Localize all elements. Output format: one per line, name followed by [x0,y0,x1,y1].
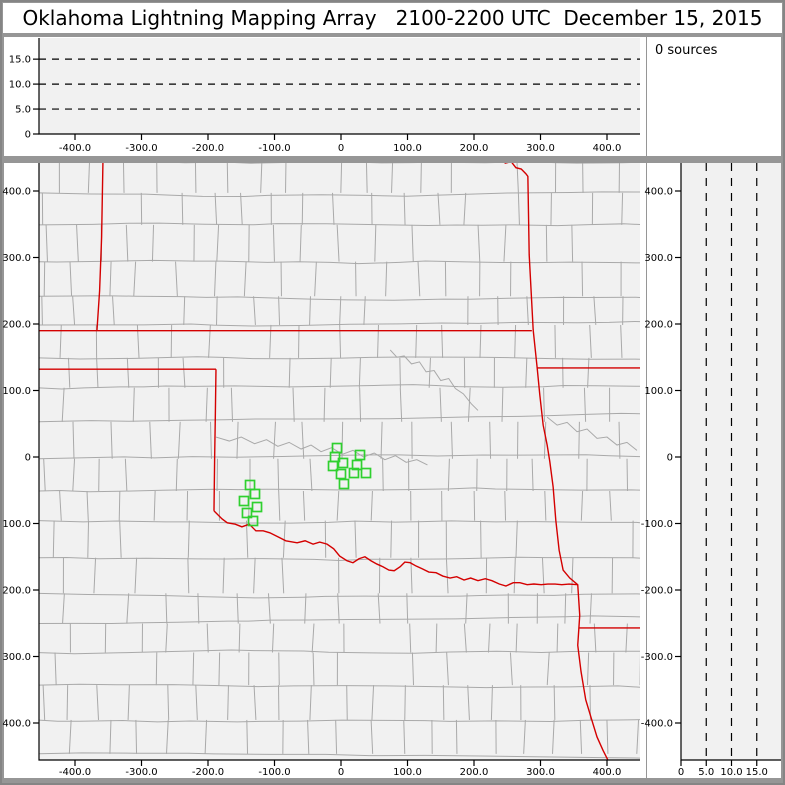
title-bar: Oklahoma Lightning Mapping Array 2100-22… [3,3,782,33]
svg-text:15.0: 15.0 [746,767,768,778]
svg-text:-300.0: -300.0 [0,652,31,663]
lma-station-marker [241,507,253,519]
svg-text:-200.0: -200.0 [192,143,224,154]
svg-text:200.0: 200.0 [460,767,489,778]
altitude-ew-plot[interactable]: 0 5.0 10.0 15.0 -400.0 -300.0 -200.0 -100.0 0 100… [4,37,646,156]
lma-station-marker [338,478,350,490]
svg-text:300.0: 300.0 [526,767,555,778]
altitude-ns-panel: 400.0 300.0 200.0 100.0 0 -100.0 -200.0 -300.0 -… [641,163,781,778]
county-lines-layer [39,163,640,759]
svg-text:200.0: 200.0 [460,143,489,154]
svg-text:-100.0: -100.0 [0,519,31,530]
svg-text:-400.0: -400.0 [59,767,91,778]
svg-text:-100.0: -100.0 [258,767,290,778]
svg-text:-300.0: -300.0 [125,143,157,154]
svg-text:0: 0 [678,767,684,778]
svg-text:15.0: 15.0 [9,55,31,66]
svg-text:-200.0: -200.0 [192,767,224,778]
svg-text:0: 0 [667,453,673,464]
svg-text:0: 0 [338,143,344,154]
sources-count-label: 0 sources [655,43,718,58]
svg-text:-200.0: -200.0 [641,586,673,597]
svg-text:300.0: 300.0 [526,143,555,154]
sources-count-panel: 0 sources [647,37,781,156]
svg-text:-100.0: -100.0 [641,519,673,530]
svg-text:200.0: 200.0 [644,320,673,331]
lma-station-marker [351,459,363,471]
plan-view-map-panel: 400.0 300.0 200.0 100.0 0 -100.0 -200.0 -300.0 -… [0,163,646,778]
svg-text:5.0: 5.0 [15,105,31,116]
svg-text:400.0: 400.0 [593,767,622,778]
river-line [215,436,428,466]
svg-text:-400.0: -400.0 [59,143,91,154]
svg-text:100.0: 100.0 [644,386,673,397]
axis-lines [38,163,640,761]
svg-text:-400.0: -400.0 [0,719,31,730]
svg-text:400.0: 400.0 [2,187,31,198]
lma-station-marker [251,501,263,513]
svg-text:200.0: 200.0 [2,320,31,331]
svg-text:100.0: 100.0 [393,143,422,154]
svg-text:400.0: 400.0 [593,143,622,154]
svg-text:0: 0 [25,453,31,464]
svg-text:-300.0: -300.0 [125,767,157,778]
lma-stations-layer [238,442,372,527]
svg-text:400.0: 400.0 [644,187,673,198]
svg-text:-200.0: -200.0 [0,586,31,597]
svg-text:10.0: 10.0 [720,767,742,778]
lma-station-marker [247,515,259,527]
plot-background [39,38,640,134]
lma-station-marker [348,467,360,479]
plan-view-map-plot[interactable]: 400.0 300.0 200.0 100.0 0 -100.0 -200.0 -300.0 -… [0,163,646,778]
svg-text:-100.0: -100.0 [258,143,290,154]
lma-station-marker [337,457,349,469]
lma-station-marker [360,467,372,479]
lma-station-marker [327,460,339,472]
altitude-ns-plot[interactable]: 400.0 300.0 200.0 100.0 0 -100.0 -200.0 -300.0 -… [641,163,781,778]
svg-text:-400.0: -400.0 [641,719,673,730]
svg-text:100.0: 100.0 [393,767,422,778]
lma-station-marker [335,468,347,480]
page-title: Oklahoma Lightning Mapping Array 2100-22… [22,6,763,30]
svg-text:0: 0 [338,767,344,778]
river-line [389,349,479,411]
lma-station-marker [238,495,250,507]
svg-text:-300.0: -300.0 [641,652,673,663]
svg-text:100.0: 100.0 [2,386,31,397]
svg-text:5.0: 5.0 [698,767,714,778]
state-borders-layer [39,163,640,760]
river-line [546,416,638,451]
plot-background [681,163,781,760]
altitude-ew-panel: 0 5.0 10.0 15.0 -400.0 -300.0 -200.0 -100.0 0 100… [4,37,646,156]
lma-station-marker [354,449,366,461]
lma-station-marker [249,488,261,500]
svg-text:10.0: 10.0 [9,80,31,91]
svg-text:300.0: 300.0 [644,253,673,264]
svg-text:0: 0 [25,130,31,141]
svg-text:300.0: 300.0 [2,253,31,264]
